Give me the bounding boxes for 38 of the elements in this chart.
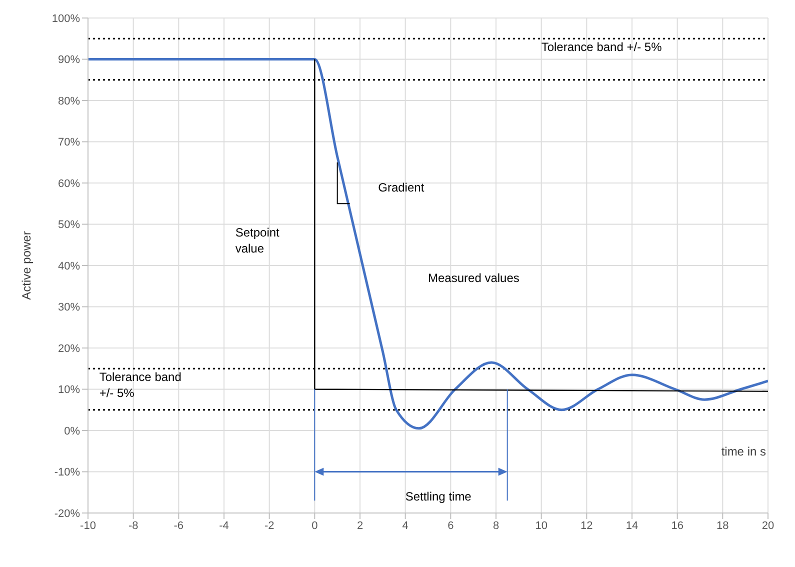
x-tick-label: 18 xyxy=(716,520,729,532)
annotation: Tolerance band +/- 5% xyxy=(99,370,182,400)
x-tick-label: -8 xyxy=(128,520,138,532)
y-tick-label: -10% xyxy=(54,466,80,479)
x-tick-label: -10 xyxy=(80,520,96,532)
y-tick-label: 30% xyxy=(58,302,80,314)
annotation: Gradient xyxy=(378,180,425,194)
x-tick-label: -4 xyxy=(219,520,229,532)
x-tick-label: 4 xyxy=(402,520,408,532)
x-tick-label: -2 xyxy=(264,520,274,532)
y-tick-label: 60% xyxy=(58,178,80,190)
annotation: Settling time xyxy=(405,490,472,504)
x-tick-label: 20 xyxy=(762,520,774,532)
x-tick-label: 16 xyxy=(671,520,684,532)
y-tick-label: 100% xyxy=(52,12,80,25)
x-tick-label: 12 xyxy=(580,520,593,532)
annotation: Measured values xyxy=(428,271,520,285)
x-tick-label: 2 xyxy=(356,520,364,532)
x-tick-label: 8 xyxy=(492,520,500,532)
line-series xyxy=(88,58,768,430)
x-tick-label: 6 xyxy=(448,520,454,532)
y-tick-label: 80% xyxy=(58,95,80,108)
y-tick-label: 40% xyxy=(58,260,80,272)
y-tick-label: -20% xyxy=(54,508,80,520)
x-tick-label: -6 xyxy=(174,520,184,532)
x-tick-label: 14 xyxy=(626,520,638,532)
x-tick-label: 10 xyxy=(535,520,548,532)
annotation: Tolerance band +/- 5% xyxy=(541,40,662,54)
y-tick-label: 50% xyxy=(58,219,80,232)
y-tick-label: 0% xyxy=(64,425,80,438)
y-tick-label: 90% xyxy=(58,54,80,66)
y-tick-label: 20% xyxy=(58,342,80,355)
y-tick-label: 70% xyxy=(58,136,80,149)
y-tick-label: 10% xyxy=(58,384,80,396)
x-axis-title: time in s xyxy=(721,444,766,458)
x-tick-label: 0 xyxy=(312,520,318,532)
y-axis-title: Active power xyxy=(19,231,34,300)
annotation: Setpoint value xyxy=(235,226,280,256)
